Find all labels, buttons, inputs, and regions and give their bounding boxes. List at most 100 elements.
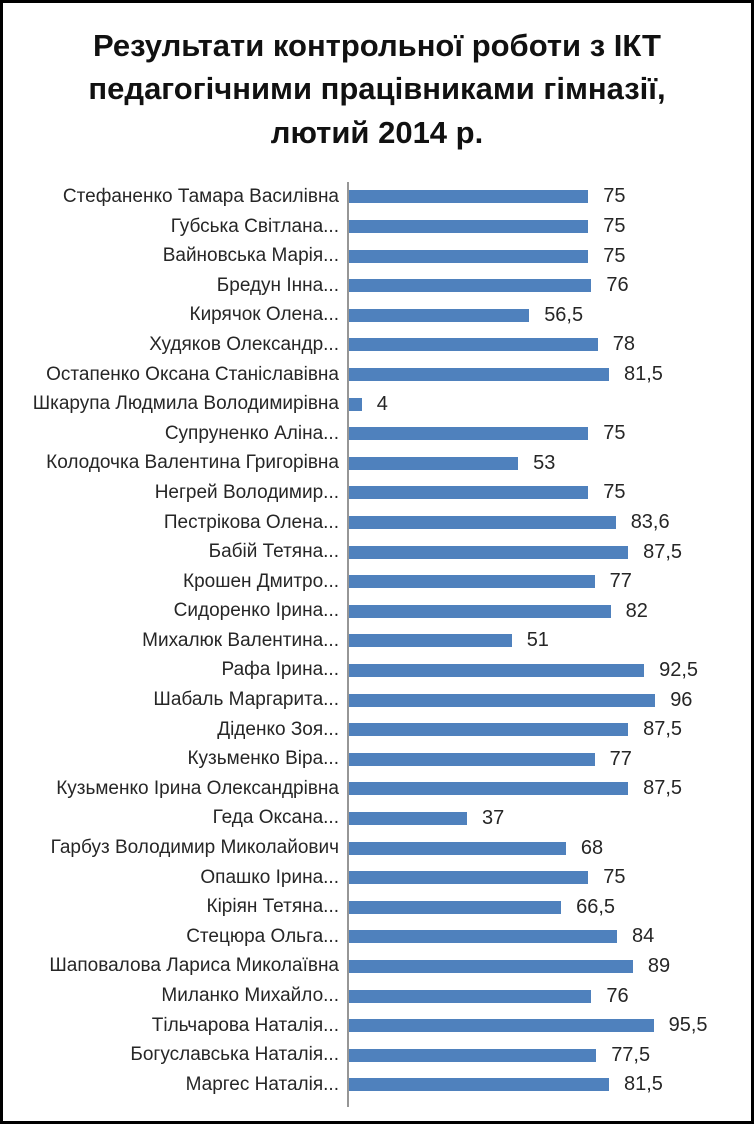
- chart-row: Шабаль Маргарита... 96: [3, 685, 751, 715]
- value-label: 84: [632, 925, 655, 948]
- bar-track: 75: [347, 418, 751, 449]
- chart-row: Кузьменко Віра... 77: [3, 744, 751, 775]
- bar: [349, 604, 611, 618]
- category-label: Вайновська Марія...: [162, 245, 339, 267]
- value-label: 81,5: [624, 1073, 663, 1096]
- bar: [349, 308, 530, 322]
- value-label: 75: [603, 215, 626, 238]
- value-label: 83,6: [630, 511, 670, 533]
- bar: [349, 1078, 609, 1092]
- bar: [349, 752, 595, 766]
- value-label: 37: [482, 806, 505, 829]
- bar: [349, 930, 617, 944]
- bar: [349, 959, 633, 973]
- value-label: 51: [526, 629, 549, 652]
- value-label: 4: [376, 392, 388, 415]
- category-label: Рафа Ірина...: [221, 659, 339, 681]
- chart-row: Богуславська Наталія... 77,5: [3, 1040, 751, 1070]
- category-label: Стефаненко Тамара Василівна: [62, 185, 339, 207]
- value-label: 87,5: [643, 540, 683, 563]
- bar-track: 89: [347, 951, 751, 982]
- category-label: Крошен Дмитро...: [183, 570, 339, 592]
- bar: [349, 841, 566, 855]
- chart-row: Остапенко Оксана Станіславівна 81,5: [3, 359, 751, 390]
- chart-row: Крошен Дмитро... 77: [3, 566, 751, 597]
- chart-row: Шаповалова Лариса Миколаївна 89: [3, 951, 751, 982]
- bar: [349, 456, 519, 470]
- bar-track: 83,6: [347, 507, 751, 538]
- bar: [349, 723, 629, 737]
- value-label: 68: [580, 836, 604, 859]
- bar: [349, 486, 589, 500]
- bar: [349, 811, 467, 825]
- bar-track: 75: [347, 182, 751, 212]
- chart-row: Губська Світлана... 75: [3, 211, 751, 242]
- chart-title: Результати контрольної роботи з ІКТ педа…: [88, 28, 666, 150]
- value-label: 75: [603, 481, 626, 504]
- value-label: 92,5: [659, 658, 699, 681]
- bar: [349, 782, 629, 796]
- category-label: Бабій Тетяна...: [208, 541, 339, 563]
- value-label: 75: [603, 185, 626, 208]
- category-label: Бредун Інна...: [216, 274, 339, 296]
- chart-row: Стецюра Ольга... 84: [3, 922, 751, 952]
- bar-track: 77: [347, 744, 751, 775]
- category-label: Колодочка Валентина Григорівна: [46, 452, 339, 474]
- category-label: Кіріян Тетяна...: [206, 896, 340, 918]
- bar-track: 81,5: [347, 1069, 751, 1100]
- bar-track: 95,5: [347, 1010, 751, 1041]
- bar-track: 76: [347, 270, 751, 301]
- value-label: 87,5: [643, 777, 683, 800]
- chart-row: Худяков Олександр... 78: [3, 330, 751, 360]
- category-label: Тільчарова Наталія...: [151, 1014, 339, 1036]
- chart-row: Супруненко Аліна... 75: [3, 418, 751, 449]
- category-label: Кузьменко Ірина Олександрівна: [56, 777, 339, 799]
- chart-row: Геда Оксана... 37: [3, 803, 751, 834]
- value-label: 75: [603, 422, 626, 445]
- category-label: Пестрікова Олена...: [163, 511, 339, 533]
- bar: [349, 1048, 597, 1062]
- bar: [349, 249, 589, 263]
- category-label: Маргес Наталія...: [185, 1073, 339, 1095]
- value-label: 76: [606, 274, 629, 297]
- bar: [349, 368, 609, 382]
- bar-track: 51: [347, 626, 751, 656]
- chart-row: Колодочка Валентина Григорівна 53: [3, 448, 751, 479]
- category-label: Миланко Михайло...: [161, 985, 339, 1006]
- bar: [349, 634, 512, 648]
- bar-track: 92,5: [347, 655, 751, 686]
- value-label: 87,5: [643, 718, 683, 741]
- bar: [349, 900, 562, 914]
- bar: [349, 871, 589, 885]
- value-label: 75: [603, 244, 626, 267]
- bar-track: 75: [347, 211, 751, 242]
- bar-track: 37: [347, 803, 751, 834]
- category-label: Кузьменко Віра...: [187, 748, 339, 770]
- category-label: Супруненко Аліна...: [164, 422, 339, 444]
- bar: [349, 693, 656, 707]
- chart-row: Стефаненко Тамара Василівна 75: [3, 182, 751, 212]
- chart-row: Опашко Ірина... 75: [3, 862, 751, 893]
- bar-track: 96: [347, 685, 751, 715]
- bar-track: 75: [347, 241, 751, 271]
- bar-track: 76: [347, 981, 751, 1011]
- value-label: 89: [647, 954, 671, 977]
- bar: [349, 989, 592, 1003]
- bar: [349, 1019, 654, 1033]
- value-label: 82: [625, 599, 648, 622]
- chart-row: Негрей Володимир... 75: [3, 478, 751, 508]
- chart-row: Шкарупа Людмила Володимирівна 4: [3, 389, 751, 419]
- bar-track: 53: [347, 448, 751, 479]
- value-label: 76: [606, 984, 629, 1007]
- bar: [349, 279, 592, 293]
- category-label: Худяков Олександр...: [149, 333, 339, 355]
- bar-track: 81,5: [347, 359, 751, 390]
- category-label: Михалюк Валентина...: [142, 629, 339, 651]
- chart-row: Кіріян Тетяна... 66,5: [3, 892, 751, 923]
- chart-row: Сидоренко Ірина... 82: [3, 596, 751, 627]
- value-label: 77,5: [611, 1043, 651, 1066]
- chart-row: Пестрікова Олена... 83,6: [3, 507, 751, 538]
- category-label: Стецюра Ольга...: [186, 925, 339, 947]
- category-axis-line: [347, 1099, 349, 1107]
